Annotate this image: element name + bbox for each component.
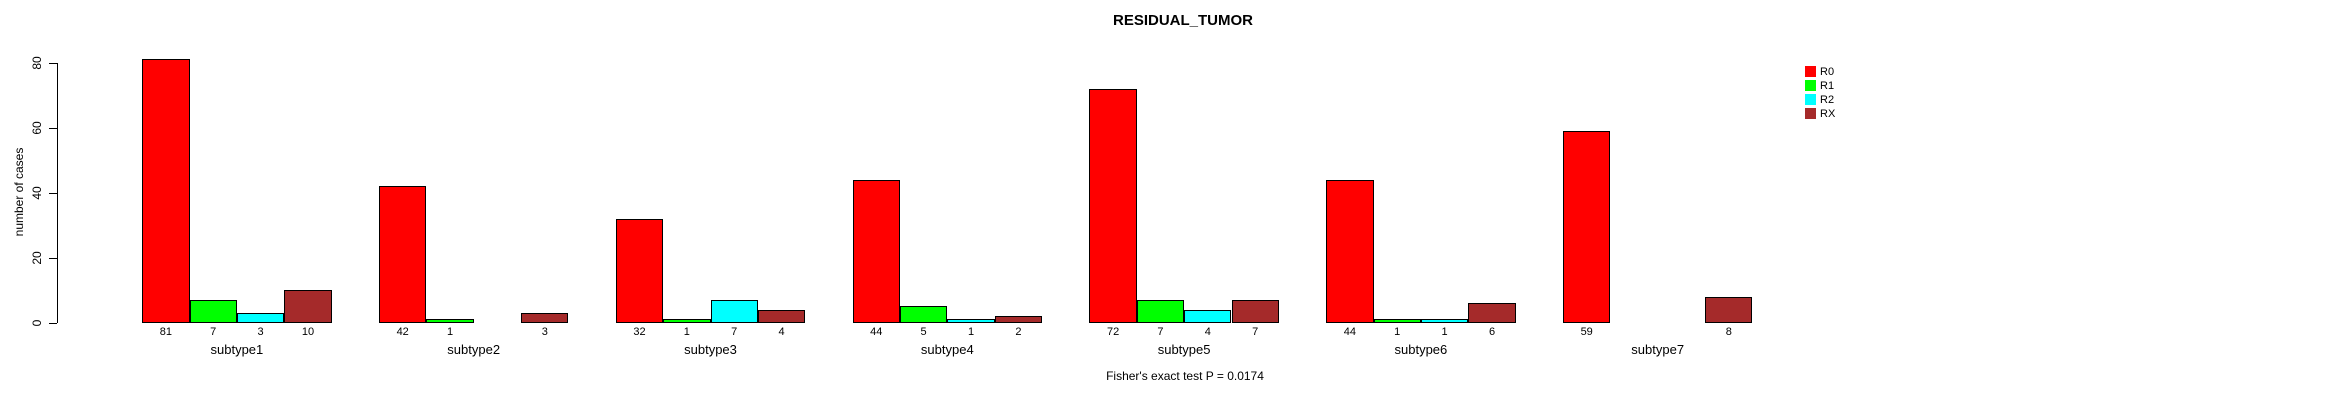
y-tick-label: 20 <box>30 250 44 265</box>
bar-value-label-RX-subtype2: 3 <box>541 326 548 338</box>
bar-RX-subtype6 <box>1468 303 1516 323</box>
bar-value-label-R1-subtype1: 7 <box>210 326 217 338</box>
x-category-label-subtype4: subtype4 <box>920 342 974 357</box>
bar-RX-subtype7 <box>1705 296 1753 323</box>
bar-RX-subtype4 <box>994 316 1043 323</box>
y-tick-label: 0 <box>30 319 44 326</box>
bar-value-label-R2-subtype3: 7 <box>731 326 738 338</box>
bar-value-label-RX-subtype1: 10 <box>301 326 315 338</box>
bar-R2-subtype1 <box>236 312 285 323</box>
bar-value-label-RX-subtype7: 8 <box>1725 326 1732 338</box>
bar-value-label-RX-subtype5: 7 <box>1252 326 1259 338</box>
chart-title: RESIDUAL_TUMOR <box>1112 12 1254 29</box>
bar-RX-subtype2 <box>521 312 569 323</box>
bar-R0-subtype2 <box>379 186 427 323</box>
x-category-label-subtype7: subtype7 <box>1631 342 1685 357</box>
bar-R0-subtype1 <box>142 59 190 323</box>
y-axis-line <box>57 62 58 323</box>
bar-value-label-R2-subtype5: 4 <box>1204 326 1211 338</box>
bar-value-label-R1-subtype5: 7 <box>1157 326 1164 338</box>
bar-value-label-RX-subtype4: 2 <box>1015 326 1022 338</box>
bar-R2-subtype5 <box>1184 309 1232 323</box>
bar-R0-subtype7 <box>1563 130 1611 323</box>
y-axis-tick <box>49 257 57 259</box>
bar-value-label-R0-subtype5: 72 <box>1106 326 1120 338</box>
bar-value-label-R2-subtype1: 3 <box>257 326 264 338</box>
x-category-label-subtype6: subtype6 <box>1394 342 1448 357</box>
x-category-label-subtype5: subtype5 <box>1157 342 1211 357</box>
bar-R1-subtype3 <box>663 319 711 323</box>
bar-value-label-R0-subtype2: 42 <box>396 326 409 338</box>
y-tick-label: 40 <box>30 185 44 200</box>
bar-R1-subtype1 <box>189 299 237 323</box>
bar-R2-subtype3 <box>710 299 758 323</box>
y-axis-tick <box>49 322 57 324</box>
bar-R0-subtype6 <box>1326 179 1374 323</box>
x-category-label-subtype2: subtype2 <box>447 342 501 357</box>
bar-value-label-R0-subtype7: 59 <box>1580 326 1593 338</box>
y-axis-tick <box>49 127 57 129</box>
y-tick-label: 60 <box>30 120 44 135</box>
bar-R1-subtype5 <box>1136 299 1185 323</box>
bar-RX-subtype1 <box>284 290 332 323</box>
bar-RX-subtype5 <box>1231 299 1279 323</box>
x-category-label-subtype1: subtype1 <box>210 342 264 357</box>
bar-value-label-R0-subtype4: 44 <box>870 326 883 338</box>
bar-value-label-R1-subtype4: 5 <box>920 326 927 338</box>
bar-value-label-R0-subtype1: 81 <box>159 326 173 338</box>
bar-value-label-RX-subtype6: 6 <box>1488 326 1496 338</box>
bar-R2-subtype4 <box>947 319 995 323</box>
y-tick-label: 80 <box>30 55 44 70</box>
bar-value-label-RX-subtype3: 4 <box>778 326 785 338</box>
bar-value-label-R1-subtype2: 1 <box>446 326 454 338</box>
x-category-label-subtype3: subtype3 <box>684 342 737 357</box>
bar-RX-subtype3 <box>757 309 806 323</box>
bar-R0-subtype4 <box>852 179 900 323</box>
bar-R1-subtype4 <box>900 306 948 323</box>
bar-value-label-R1-subtype6: 1 <box>1394 326 1401 338</box>
bar-value-label-R0-subtype3: 32 <box>633 326 646 338</box>
bar-value-label-R1-subtype3: 1 <box>683 326 690 338</box>
bar-R0-subtype5 <box>1089 88 1137 323</box>
bar-value-label-R2-subtype6: 1 <box>1441 326 1448 338</box>
bar-R2-subtype6 <box>1420 319 1469 323</box>
y-axis-tick <box>49 192 57 194</box>
bar-value-label-R0-subtype6: 44 <box>1343 326 1357 338</box>
bar-R0-subtype3 <box>615 218 664 323</box>
bar-value-label-R2-subtype4: 1 <box>967 326 975 338</box>
y-axis-tick <box>49 62 57 64</box>
fisher-test-annotation: Fisher's exact test P = 0.0174 <box>1106 369 1264 383</box>
bar-R1-subtype6 <box>1373 319 1421 323</box>
bar-R1-subtype2 <box>426 319 474 323</box>
